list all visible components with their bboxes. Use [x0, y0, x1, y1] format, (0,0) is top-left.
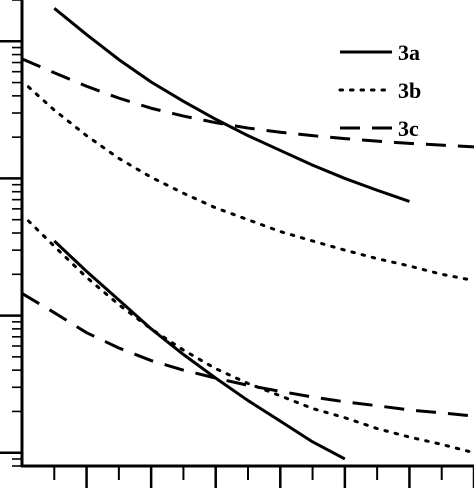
legend-label-3b: 3b [398, 78, 421, 103]
series-line-3b-curve-2 [26, 219, 474, 455]
series-line-3c-curve-1 [21, 57, 474, 149]
series-line-3a-curve-2 [53, 239, 346, 461]
legend-label-3a: 3a [398, 40, 420, 65]
series-line-3a-curve-1 [53, 7, 410, 203]
legend: 3a 3b 3c [338, 40, 421, 141]
series-line-3c-curve-2 [21, 292, 474, 418]
series-layer [21, 7, 474, 461]
legend-label-3c: 3c [398, 116, 419, 141]
